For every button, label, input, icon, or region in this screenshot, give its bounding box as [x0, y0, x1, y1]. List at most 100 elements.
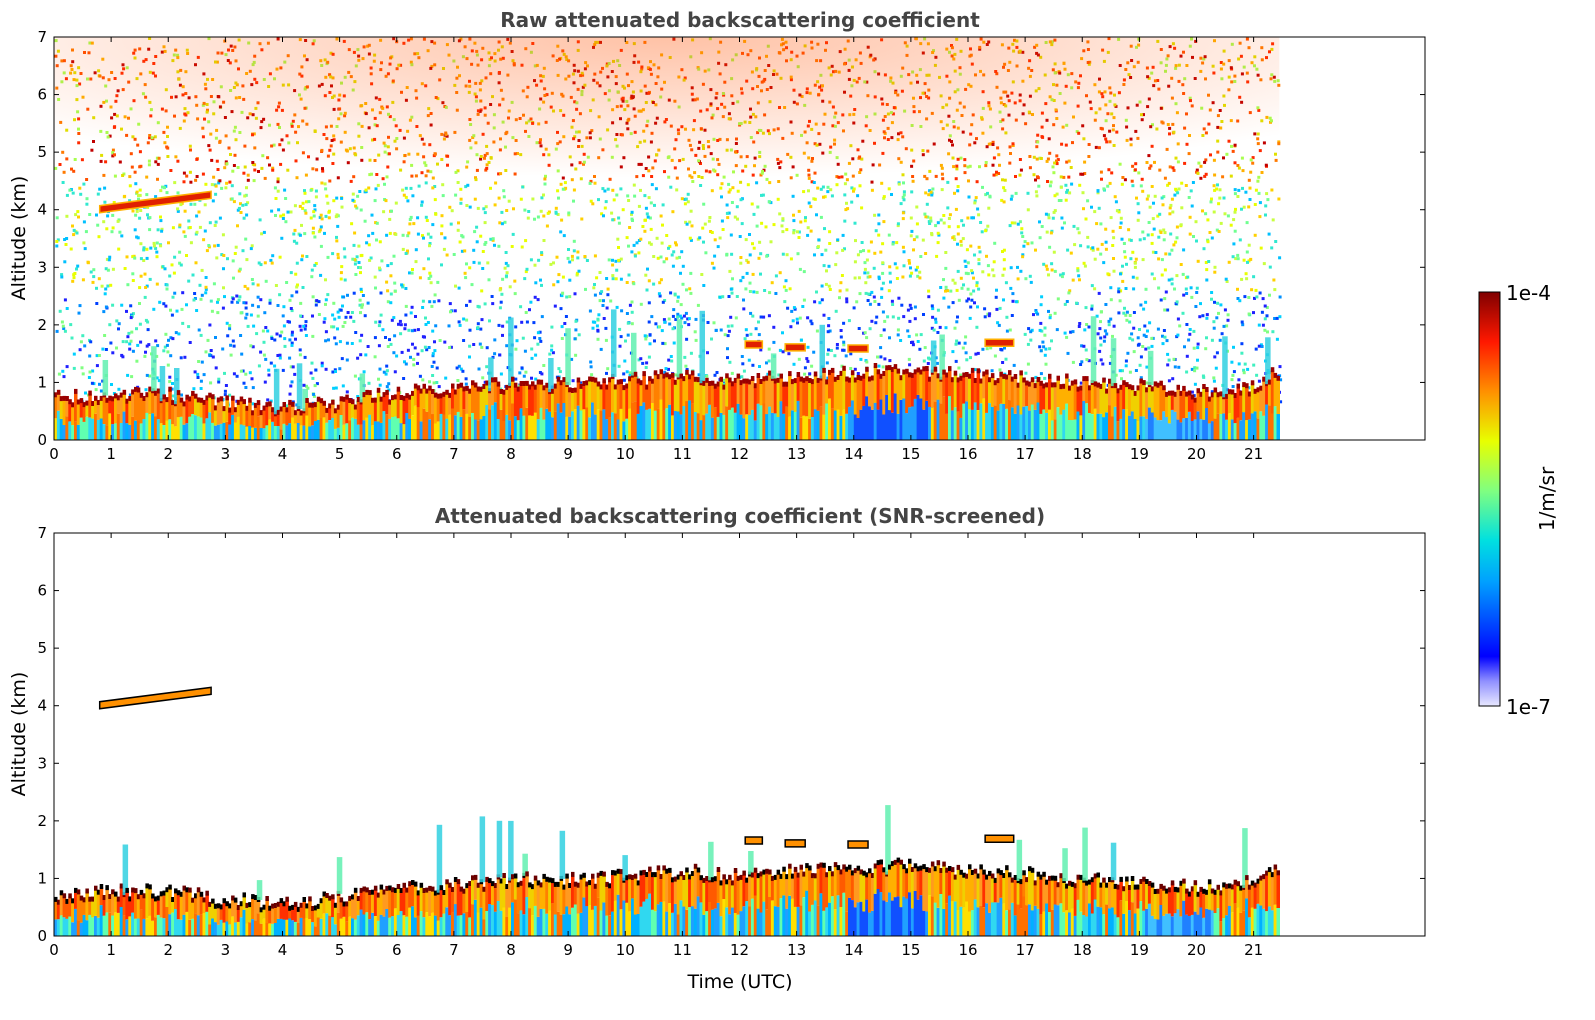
- noise-pixel: [1240, 342, 1244, 346]
- noise-pixel: [865, 258, 869, 262]
- noise-pixel: [117, 327, 120, 331]
- noise-pixel: [570, 254, 574, 258]
- noise-pixel: [992, 274, 996, 278]
- noise-pixel: [671, 314, 675, 318]
- noise-pixel: [1063, 331, 1067, 335]
- noise-pixel: [282, 324, 286, 328]
- noise-pixel: [1175, 300, 1179, 304]
- noise-pixel: [745, 271, 749, 275]
- noise-pixel: [1170, 282, 1174, 286]
- noise-pixel: [1215, 351, 1219, 355]
- noise-pixel: [1142, 333, 1146, 337]
- noise-pixel: [1193, 369, 1197, 373]
- noise-pixel: [795, 317, 799, 321]
- noise-pixel: [336, 252, 340, 256]
- noise-pixel: [770, 281, 774, 285]
- noise-pixel: [189, 241, 193, 245]
- noise-pixel: [352, 319, 356, 323]
- noise-pixel: [403, 360, 406, 364]
- noise-pixel: [758, 240, 762, 244]
- noise-pixel: [326, 293, 330, 297]
- noise-pixel: [200, 293, 204, 297]
- noise-pixel: [536, 342, 540, 346]
- noise-pixel: [342, 247, 346, 251]
- noise-pixel: [88, 354, 92, 358]
- noise-pixel: [973, 253, 976, 257]
- noise-pixel: [239, 311, 243, 315]
- noise-pixel: [145, 344, 149, 348]
- noise-pixel: [168, 274, 172, 278]
- noise-pixel: [389, 274, 393, 278]
- noise-pixel: [641, 361, 645, 365]
- noise-pixel: [879, 346, 883, 350]
- noise-pixel: [295, 261, 299, 265]
- noise-pixel: [410, 329, 414, 333]
- noise-pixel: [331, 252, 335, 256]
- noise-pixel: [163, 345, 167, 349]
- noise-pixel: [676, 315, 680, 319]
- noise-pixel: [312, 394, 316, 398]
- noise-pixel: [266, 329, 270, 333]
- noise-pixel: [231, 339, 235, 343]
- noise-pixel: [730, 291, 734, 295]
- noise-pixel: [424, 323, 428, 326]
- noise-pixel: [815, 290, 818, 294]
- noise-pixel: [539, 339, 543, 343]
- noise-pixel: [696, 303, 700, 307]
- noise-pixel: [895, 241, 899, 245]
- noise-pixel: [1026, 242, 1030, 246]
- noise-pixel: [1244, 272, 1248, 276]
- noise-pixel: [63, 298, 67, 302]
- noise-pixel: [385, 280, 389, 284]
- noise-pixel: [264, 279, 268, 283]
- noise-pixel: [599, 291, 603, 295]
- noise-pixel: [1039, 321, 1043, 325]
- noise-pixel: [1275, 337, 1279, 341]
- noise-pixel: [343, 255, 347, 259]
- noise-pixel: [1160, 258, 1164, 262]
- noise-pixel: [1120, 237, 1124, 241]
- noise-pixel: [1142, 237, 1146, 241]
- noise-pixel: [519, 305, 523, 309]
- noise-pixel: [560, 294, 564, 298]
- noise-pixel: [65, 307, 69, 310]
- noise-pixel: [635, 241, 639, 245]
- noise-pixel: [1048, 313, 1052, 317]
- noise-pixel: [115, 319, 119, 323]
- noise-pixel: [463, 249, 467, 253]
- noise-pixel: [440, 263, 443, 267]
- noise-pixel: [574, 319, 578, 323]
- noise-pixel: [126, 373, 130, 377]
- noise-pixel: [1112, 324, 1116, 328]
- noise-pixel: [386, 289, 390, 293]
- noise-pixel: [1195, 239, 1198, 243]
- noise-pixel: [373, 275, 377, 279]
- noise-pixel: [1195, 286, 1199, 290]
- noise-pixel: [356, 356, 360, 360]
- noise-pixel: [373, 336, 377, 340]
- noise-pixel: [1043, 326, 1047, 330]
- noise-pixel: [314, 303, 318, 307]
- noise-pixel: [1082, 344, 1086, 348]
- noise-pixel: [1213, 265, 1217, 269]
- noise-pixel: [199, 387, 203, 390]
- noise-pixel: [667, 246, 670, 250]
- noise-pixel: [57, 372, 61, 376]
- noise-pixel: [385, 385, 389, 389]
- noise-pixel: [887, 289, 891, 293]
- noise-pixel: [1041, 340, 1045, 344]
- noise-pixel: [1103, 329, 1107, 333]
- noise-pixel: [331, 370, 335, 374]
- noise-pixel: [283, 344, 287, 348]
- noise-pixel: [360, 333, 364, 337]
- noise-pixel: [1163, 335, 1167, 339]
- noise-pixel: [1099, 343, 1103, 347]
- noise-pixel: [341, 324, 345, 328]
- noise-pixel: [1218, 338, 1222, 342]
- noise-pixel: [452, 253, 456, 256]
- noise-pixel: [351, 257, 355, 261]
- noise-pixel: [825, 269, 828, 273]
- noise-pixel: [89, 270, 93, 274]
- noise-pixel: [563, 322, 567, 325]
- noise-pixel: [431, 374, 435, 377]
